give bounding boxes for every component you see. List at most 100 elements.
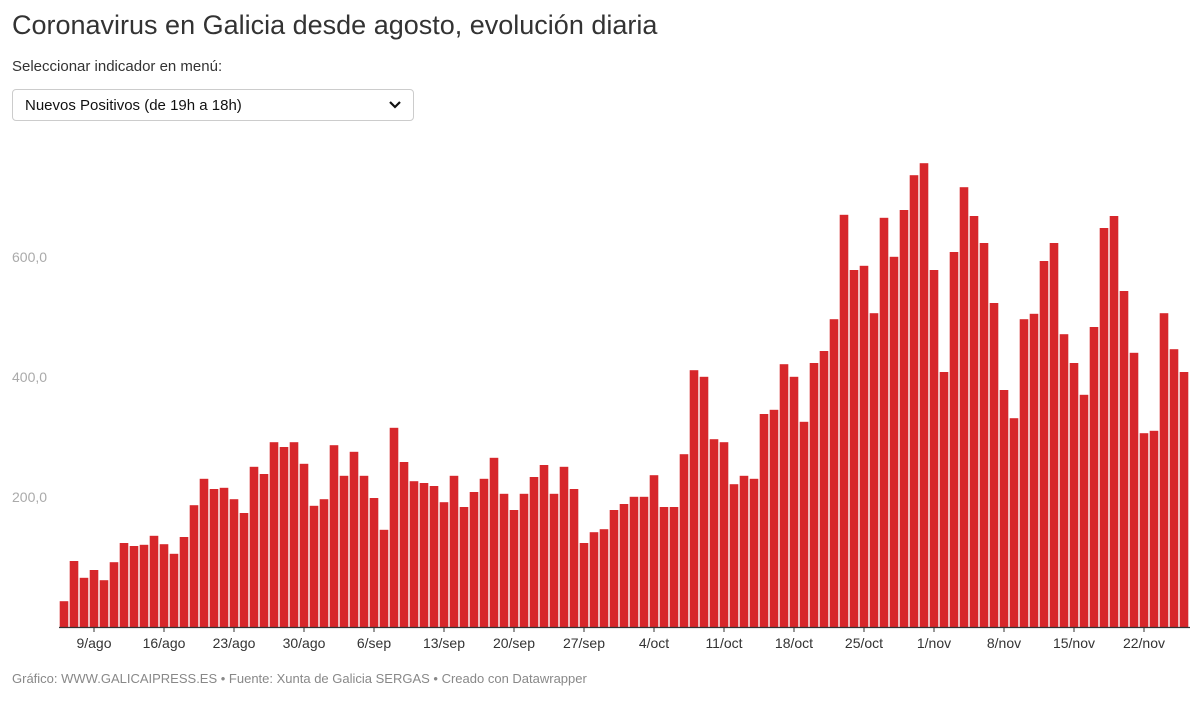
bar bbox=[1029, 313, 1039, 627]
x-tick-label: 9/ago bbox=[76, 635, 111, 651]
bar bbox=[859, 265, 869, 627]
bar bbox=[519, 493, 529, 627]
x-tick-label: 1/nov bbox=[917, 635, 951, 651]
bar bbox=[79, 577, 89, 627]
bar bbox=[669, 507, 679, 627]
bar bbox=[619, 504, 629, 627]
indicator-select-value: Nuevos Positivos (de 19h a 18h) bbox=[25, 96, 242, 114]
bar bbox=[419, 483, 429, 627]
bar bbox=[119, 543, 129, 627]
x-tick-label: 8/nov bbox=[987, 635, 1021, 651]
x-tick-label: 23/ago bbox=[213, 635, 256, 651]
chart-title: Coronavirus en Galicia desde agosto, evo… bbox=[12, 10, 658, 40]
bar bbox=[939, 372, 949, 627]
x-tick-label: 6/sep bbox=[357, 635, 391, 651]
x-tick-label: 27/sep bbox=[563, 635, 605, 651]
bar bbox=[649, 475, 659, 627]
x-tick-label: 11/oct bbox=[705, 635, 742, 651]
bar bbox=[819, 351, 829, 627]
bar bbox=[969, 216, 979, 627]
bar bbox=[889, 256, 899, 627]
bar bbox=[309, 505, 319, 627]
bar bbox=[729, 484, 739, 627]
bar bbox=[479, 478, 489, 627]
bar bbox=[809, 363, 819, 627]
bar bbox=[979, 243, 989, 627]
bar bbox=[1059, 334, 1069, 627]
bar bbox=[299, 463, 309, 627]
bar bbox=[249, 466, 259, 627]
bar bbox=[679, 454, 689, 627]
bar bbox=[219, 487, 229, 627]
y-tick-label: 200,0 bbox=[12, 489, 47, 505]
bar bbox=[269, 442, 279, 627]
bar bbox=[559, 466, 569, 627]
bar bbox=[949, 252, 959, 627]
bar bbox=[179, 537, 189, 627]
x-tick-label: 4/oct bbox=[639, 635, 669, 651]
bar bbox=[589, 532, 599, 627]
bar bbox=[329, 445, 339, 627]
bar bbox=[1019, 319, 1029, 627]
y-tick-label: 400,0 bbox=[12, 369, 47, 385]
bar bbox=[599, 529, 609, 627]
x-tick-label: 16/ago bbox=[143, 635, 186, 651]
bar bbox=[1099, 228, 1109, 627]
bar bbox=[1159, 313, 1169, 627]
y-tick-label: 600,0 bbox=[12, 249, 47, 265]
x-tick-label: 13/sep bbox=[423, 635, 465, 651]
bar bbox=[279, 447, 289, 627]
bar bbox=[459, 507, 469, 627]
x-tick-label: 25/oct bbox=[845, 635, 883, 651]
bar bbox=[1009, 418, 1019, 627]
bar bbox=[529, 477, 539, 627]
bar bbox=[539, 465, 549, 627]
bar bbox=[1089, 327, 1099, 627]
bar bbox=[229, 499, 239, 627]
bar bbox=[999, 390, 1009, 627]
bar bbox=[909, 175, 919, 627]
bar bbox=[609, 510, 619, 627]
bar bbox=[389, 427, 399, 627]
bar bbox=[579, 543, 589, 627]
bar bbox=[629, 496, 639, 627]
bar bbox=[1039, 261, 1049, 627]
bar bbox=[159, 544, 169, 627]
bar bbox=[379, 529, 389, 627]
bar bbox=[869, 313, 879, 627]
x-tick-label: 30/ago bbox=[283, 635, 326, 651]
x-tick-label: 15/nov bbox=[1053, 635, 1095, 651]
bar bbox=[499, 493, 509, 627]
indicator-select[interactable]: Nuevos Positivos (de 19h a 18h) bbox=[12, 89, 414, 121]
bar bbox=[829, 319, 839, 627]
bar bbox=[89, 570, 99, 627]
bar bbox=[349, 451, 359, 627]
chevron-down-icon bbox=[389, 101, 401, 109]
bar bbox=[199, 478, 209, 627]
bar bbox=[59, 601, 69, 627]
selector-label: Seleccionar indicador en menú: bbox=[12, 58, 223, 75]
bar bbox=[209, 489, 219, 627]
bar bbox=[1149, 430, 1159, 627]
bar bbox=[759, 414, 769, 627]
bar bbox=[659, 507, 669, 627]
bar bbox=[359, 475, 369, 627]
bar bbox=[719, 442, 729, 627]
bar bbox=[769, 409, 779, 627]
bar bbox=[919, 163, 929, 627]
bar bbox=[189, 505, 199, 627]
bar bbox=[1179, 372, 1189, 627]
bar bbox=[839, 214, 849, 628]
footer-credits: Gráfico: WWW.GALICAIPRESS.ES • Fuente: X… bbox=[12, 671, 587, 686]
bar bbox=[1139, 433, 1149, 627]
bar bbox=[779, 364, 789, 627]
bar bbox=[879, 217, 889, 628]
x-tick-label: 18/oct bbox=[775, 635, 813, 651]
bar bbox=[739, 475, 749, 627]
bar bbox=[449, 475, 459, 627]
bar bbox=[339, 475, 349, 627]
bar bbox=[169, 553, 179, 627]
bar bbox=[1119, 291, 1129, 627]
bar bbox=[369, 498, 379, 627]
